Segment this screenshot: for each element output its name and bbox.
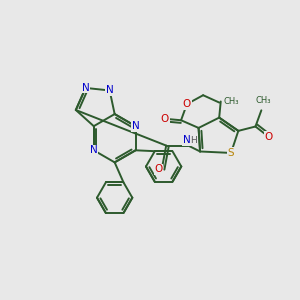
Text: N: N <box>106 85 113 95</box>
Text: O: O <box>154 164 162 174</box>
Text: N: N <box>90 145 98 155</box>
Text: O: O <box>265 132 273 142</box>
Text: N: N <box>183 135 191 145</box>
Text: CH₃: CH₃ <box>223 97 238 106</box>
Text: O: O <box>161 114 169 124</box>
Text: N: N <box>82 83 89 93</box>
Text: N: N <box>132 121 140 131</box>
Text: H: H <box>190 136 197 145</box>
Text: CH₃: CH₃ <box>255 96 271 105</box>
Text: O: O <box>183 99 191 109</box>
Text: S: S <box>228 148 234 158</box>
